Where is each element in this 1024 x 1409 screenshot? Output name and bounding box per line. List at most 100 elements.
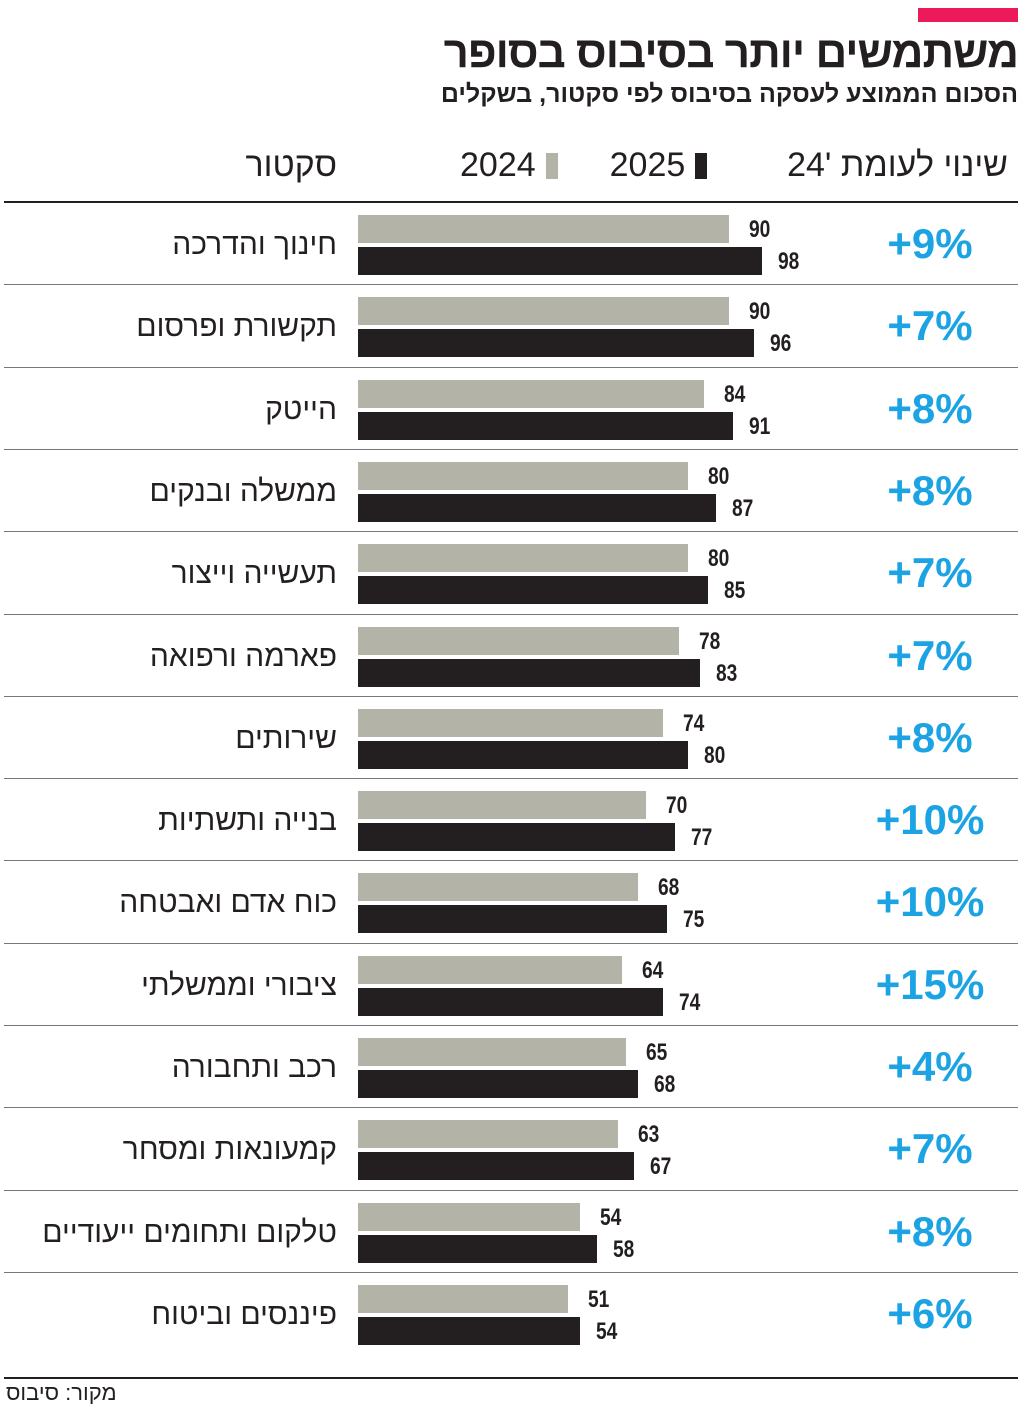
bar-2024 <box>358 955 622 984</box>
value-label-2025: 68 <box>654 1071 676 1098</box>
row-divider <box>4 366 1018 368</box>
sector-label: כוח אדם ואבטחה <box>119 886 337 920</box>
bar-2025 <box>358 740 688 769</box>
legend-label-2024: 2024 <box>460 146 536 184</box>
footer-rule <box>4 1377 1018 1379</box>
value-label-2024: 90 <box>748 216 771 243</box>
row-divider <box>4 778 1018 780</box>
bar-2025 <box>358 823 676 852</box>
bar-2024 <box>358 873 639 902</box>
sector-label: תעשייה וייצור <box>171 557 337 591</box>
sector-label: ציבורי וממשלתי <box>141 968 337 1002</box>
sector-column-header: סקטור <box>245 146 337 184</box>
row-divider <box>4 1107 1018 1109</box>
bar-2024 <box>358 544 688 573</box>
bar-2024 <box>358 1284 569 1313</box>
bar-2025 <box>358 329 754 358</box>
legend-swatch-2025 <box>695 152 708 179</box>
accent-bar <box>918 8 1018 22</box>
value-label-2024: 68 <box>658 874 680 902</box>
sector-label: חינוך והדרכה <box>172 228 337 261</box>
bar-2024 <box>358 1202 581 1231</box>
value-label-2024: 65 <box>645 1039 668 1066</box>
bar-2024 <box>358 215 729 243</box>
change-value: +15% <box>875 960 985 1008</box>
row-divider <box>4 1025 1018 1026</box>
bar-2024 <box>358 1120 618 1149</box>
value-label-2025: 80 <box>703 741 725 769</box>
bar-2025 <box>358 658 700 687</box>
value-label-2024: 54 <box>600 1203 622 1231</box>
legend-label-2025: 2025 <box>609 146 686 184</box>
chart-subtitle: הסכום הממוצע לעסקה בסיבוס לפי סקטור, בשק… <box>440 80 1018 108</box>
header-rule <box>4 201 1018 203</box>
sector-label: קמעונאות ומסחר <box>122 1133 337 1167</box>
legend-swatch-2024 <box>545 152 558 179</box>
change-value: +7% <box>887 631 973 679</box>
bar-2025 <box>358 411 733 440</box>
value-label-2024: 64 <box>641 956 664 984</box>
bar-2024 <box>358 626 680 655</box>
value-label-2025: 91 <box>748 412 771 440</box>
bar-2025 <box>358 905 667 934</box>
row-divider <box>4 613 1018 615</box>
bar-2024 <box>358 708 663 737</box>
row-divider <box>4 942 1018 944</box>
row-divider <box>4 695 1018 697</box>
value-label-2025: 58 <box>612 1235 635 1263</box>
change-value: +8% <box>887 384 973 432</box>
value-label-2024: 90 <box>748 298 771 326</box>
row-divider <box>4 448 1018 450</box>
value-label-2025: 83 <box>715 659 738 687</box>
change-value: +7% <box>887 302 973 350</box>
row-divider <box>4 1189 1018 1191</box>
bar-2024 <box>358 461 688 490</box>
value-label-2025: 54 <box>596 1317 618 1345</box>
chart-title: משתמשים יותר בסיבוס בסופר <box>443 28 1019 77</box>
sector-label: ממשלה ובנקים <box>149 474 337 508</box>
value-label-2025: 67 <box>650 1153 672 1181</box>
sector-label: פארמה ורפואה <box>149 639 337 673</box>
row-divider <box>4 1271 1018 1273</box>
bar-2025 <box>358 1234 597 1263</box>
change-value: +4% <box>887 1043 973 1090</box>
change-value: +9% <box>887 220 973 267</box>
legend: 2024 2025 <box>460 146 719 185</box>
value-label-2025: 87 <box>732 494 754 522</box>
value-label-2024: 78 <box>699 627 721 655</box>
value-label-2025: 98 <box>777 248 800 275</box>
value-label-2024: 84 <box>724 380 746 408</box>
bar-2025 <box>358 987 663 1016</box>
change-value: +8% <box>887 713 973 761</box>
bar-2025 <box>358 1316 581 1345</box>
value-label-2024: 74 <box>682 709 705 737</box>
value-label-2025: 96 <box>769 330 791 358</box>
value-label-2025: 74 <box>678 988 701 1016</box>
sector-label: שירותים <box>235 721 337 755</box>
change-value: +10% <box>875 796 985 844</box>
value-label-2025: 85 <box>724 577 746 605</box>
sector-label: טלקום ותחומים ייעודיים <box>42 1215 337 1249</box>
change-column-header: שינוי לעומת '24 <box>787 146 1008 184</box>
row-divider <box>4 860 1018 862</box>
row-divider <box>4 284 1018 286</box>
bar-2024 <box>358 1038 626 1066</box>
change-value: +7% <box>887 549 973 597</box>
value-label-2024: 63 <box>637 1121 659 1149</box>
change-value: +7% <box>887 1125 973 1173</box>
sector-label: הייטק <box>265 392 337 426</box>
bar-2025 <box>358 493 717 522</box>
change-value: +10% <box>875 878 985 926</box>
value-label-2024: 80 <box>707 545 729 573</box>
value-label-2024: 80 <box>707 462 729 490</box>
row-divider <box>4 531 1018 533</box>
bar-2025 <box>358 576 709 605</box>
change-value: +8% <box>887 466 973 514</box>
sector-label: פיננסים וביטוח <box>151 1297 337 1331</box>
value-label-2025: 75 <box>683 906 705 934</box>
value-label-2024: 51 <box>588 1285 610 1313</box>
bar-2025 <box>358 1070 639 1098</box>
bar-2024 <box>358 379 705 408</box>
bar-2024 <box>358 297 729 326</box>
